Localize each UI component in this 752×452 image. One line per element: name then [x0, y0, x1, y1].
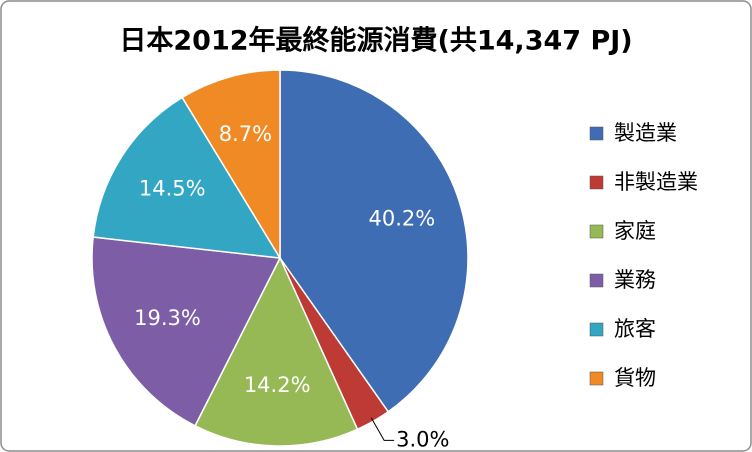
legend-swatch [589, 371, 604, 386]
pie-slice [194, 256, 359, 447]
pie-slice [181, 69, 281, 261]
data-label: 8.7% [219, 122, 272, 146]
data-label: 14.5% [139, 176, 206, 200]
data-label: 19.3% [134, 306, 201, 330]
data-label: 3.0% [396, 427, 449, 451]
legend-swatch [589, 322, 604, 337]
legend-label: 非製造業 [614, 170, 698, 194]
pie-slice [92, 96, 282, 259]
data-label: 14.2% [244, 373, 311, 397]
legend-swatch [589, 126, 604, 141]
chart-title: 日本2012年最終能源消費(共14,347 PJ) [119, 25, 632, 57]
pie-slice [91, 236, 282, 427]
data-label: 40.2% [369, 206, 436, 230]
pie-slice [279, 69, 469, 413]
legend-swatch [589, 273, 604, 288]
legend-swatch [589, 224, 604, 239]
legend-label: 貨物 [614, 366, 656, 390]
legend-label: 製造業 [614, 121, 677, 145]
legend-label: 家庭 [614, 219, 656, 243]
leader-line [370, 417, 395, 441]
legend-swatch [589, 175, 604, 190]
legend-label: 旅客 [614, 317, 656, 341]
legend-label: 業務 [614, 268, 656, 292]
